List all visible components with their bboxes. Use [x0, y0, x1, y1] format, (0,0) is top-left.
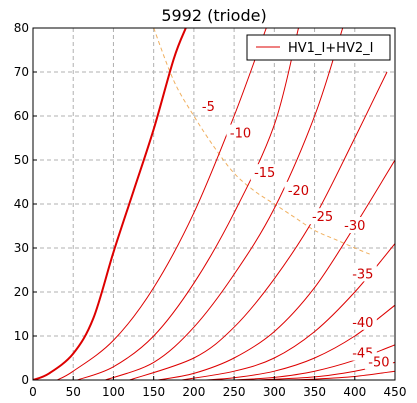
series-line-7: [205, 304, 395, 380]
y-tick-label-6: 60: [14, 109, 29, 123]
x-tick-label-5: 250: [223, 385, 246, 399]
y-tick-label-5: 50: [14, 153, 29, 167]
y-tick-label-7: 70: [14, 65, 29, 79]
x-tick-label-1: 50: [66, 385, 81, 399]
y-tick-label-1: 10: [14, 329, 29, 343]
x-tick-label-6: 300: [263, 385, 286, 399]
y-tick-label-2: 20: [14, 285, 29, 299]
y-tick-label-4: 40: [14, 197, 29, 211]
curve-label-bg: [340, 217, 369, 233]
ticks: 0 50 100 150 200 250 300 350 400 450 0 10 20 30 40 50 60…: [14, 21, 407, 399]
x-tick-label-9: 450: [384, 385, 407, 399]
plot-frame: [32, 27, 396, 381]
x-tick-label-2: 100: [102, 385, 125, 399]
y-tick-label-3: 30: [14, 241, 29, 255]
series-line-1: [56, 28, 267, 380]
dissipation-curve: [153, 28, 372, 256]
series-line-3: [105, 28, 344, 380]
curve-label-bg: [226, 124, 255, 141]
curve-label-6: -35: [352, 267, 373, 282]
curve-label-bg: [250, 164, 279, 181]
curve-label-bg: [198, 98, 219, 115]
grid: [33, 28, 395, 380]
y-tick-label-0: 0: [21, 373, 29, 387]
x-tick-label-4: 200: [182, 385, 205, 399]
y-tick-label-8: 80: [14, 21, 29, 35]
series-line-6: [181, 243, 395, 380]
series-line-4: [129, 71, 388, 380]
x-tick-label-3: 150: [142, 385, 165, 399]
series-group: [33, 28, 395, 380]
curve-label-bg: [308, 208, 337, 225]
dissipation-line: [153, 28, 372, 256]
curve-label-0: -5: [202, 100, 215, 115]
curve-label-9: -50: [368, 355, 389, 370]
curve-label-bg: [284, 181, 313, 198]
curve-label-4: -25: [312, 210, 333, 225]
series-line-10: [282, 370, 395, 380]
curve-label-bg: [348, 265, 377, 282]
legend: HV1_I+HV2_I: [246, 34, 391, 61]
series-line-2: [77, 28, 299, 380]
series-line-0: [33, 28, 187, 380]
curve-label-bg: [348, 313, 377, 330]
x-tick-label-8: 400: [343, 385, 366, 399]
x-tick-label-0: 0: [29, 385, 37, 399]
curve-label-5: -30: [344, 219, 365, 234]
curve-label-bg: [364, 353, 393, 370]
curve-label-3: -20: [288, 184, 309, 199]
curve-labels: -5-10-15-20-25-30-35-40-45-50: [198, 98, 393, 370]
x-tick-label-7: 350: [303, 385, 326, 399]
curve-label-1: -10: [230, 127, 251, 142]
legend-entry-0: HV1_I+HV2_I: [288, 41, 373, 56]
chart-title: 5992 (triode): [161, 6, 266, 25]
curve-label-7: -40: [352, 316, 373, 331]
curve-label-2: -15: [254, 166, 275, 181]
